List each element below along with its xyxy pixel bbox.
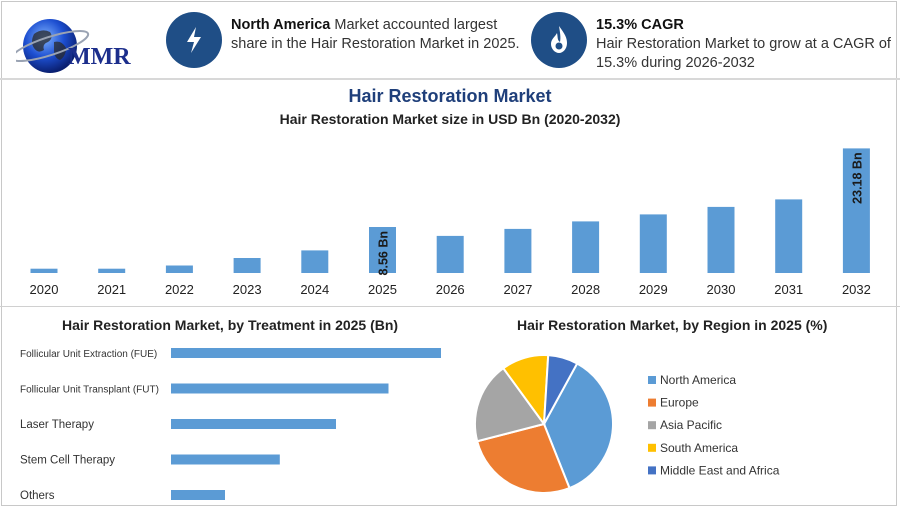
- globe-icon: [10, 19, 90, 73]
- legend-label: North America: [660, 373, 736, 387]
- info2-line1: Hair Restoration Market to grow at a CAG…: [596, 36, 891, 52]
- lightning-icon: [187, 27, 201, 53]
- x-tick-label: 2021: [97, 282, 126, 297]
- main-subtitle: Hair Restoration Market size in USD Bn (…: [279, 111, 621, 127]
- treatment-label: Others: [20, 490, 55, 502]
- legend-label: South America: [660, 441, 738, 455]
- legend-swatch: [648, 398, 656, 407]
- treatment-bar: [171, 419, 336, 429]
- legend-swatch: [648, 376, 656, 384]
- info2-bold: 15.3% CAGR: [596, 17, 684, 33]
- x-tick-label: 2022: [165, 282, 194, 297]
- legend-label: Middle East and Africa: [660, 463, 780, 477]
- info1-bold: North America: [231, 17, 331, 33]
- pie-slice: [474, 366, 546, 443]
- header-rule: [0, 78, 900, 80]
- x-tick-label: 2023: [233, 282, 262, 297]
- x-tick-label: 2027: [503, 282, 532, 297]
- logo-text: MMR: [68, 44, 131, 70]
- x-tick-label: 2029: [639, 282, 668, 297]
- pie-slice: [542, 362, 615, 490]
- flame-icon: [551, 26, 567, 53]
- x-tick-label: 2032: [842, 282, 871, 297]
- treatment-bar: [171, 490, 225, 500]
- legend-swatch: [648, 421, 656, 430]
- x-tick-label: 2025: [368, 282, 397, 297]
- data-label-2025: 8.56 Bn: [377, 231, 391, 275]
- legend-swatch: [648, 466, 656, 475]
- info2-line2: 15.3% during 2026-2032: [596, 55, 755, 71]
- x-tick-label: 2026: [436, 282, 465, 297]
- data-label-2032: 23.18 Bn: [850, 152, 864, 203]
- x-tick-label: 2028: [571, 282, 600, 297]
- x-tick-label: 2020: [30, 282, 59, 297]
- bar-2024: [301, 250, 329, 273]
- bar-2021: [98, 268, 126, 273]
- treatment-bar-chart: Follicular Unit Extraction (FUE) Follicul…: [20, 348, 441, 502]
- info1-line1: Market accounted largest: [330, 17, 498, 33]
- x-tick-label: 2024: [300, 282, 329, 297]
- treatment-bar: [171, 454, 280, 465]
- treatment-bar: [171, 348, 441, 358]
- bar-2030: [707, 206, 735, 273]
- treatment-label: Stem Cell Therapy: [20, 455, 115, 467]
- bar-2032: [842, 148, 870, 273]
- region-pie-chart: North America Europe Asia Pacific South Ame…: [474, 354, 780, 494]
- info2-badge: [531, 12, 587, 68]
- legend-swatch: [648, 443, 656, 452]
- bar-2029: [639, 214, 667, 273]
- region-chart-title: Hair Restoration Market, by Region in 20…: [517, 317, 828, 333]
- pie-slice: [543, 354, 579, 425]
- bar-2020: [30, 268, 58, 273]
- treatment-chart-title: Hair Restoration Market, by Treatment in…: [62, 317, 399, 333]
- pie-slice: [475, 422, 571, 494]
- legend-label: Europe: [660, 396, 699, 410]
- info1-badge: [166, 12, 222, 68]
- treatment-label: Follicular Unit Extraction (FUE): [20, 349, 157, 360]
- legend-label: Asia Pacific: [660, 418, 722, 432]
- section-divider: [0, 306, 900, 307]
- info2-text: 15.3% CAGR Hair Restoration Market to gr…: [596, 16, 896, 73]
- info1-text: North America Market accounted largest s…: [231, 16, 521, 54]
- bar-2022: [165, 265, 193, 273]
- bar-2028: [572, 221, 600, 273]
- mmr-logo: [10, 12, 138, 82]
- market-size-bar-chart: 2020 2021 2022 2023 2024 2025 2026 2027 2028 2029…: [30, 148, 871, 297]
- bar-2026: [436, 235, 464, 273]
- bar-2023: [233, 258, 261, 273]
- bar-2031: [775, 199, 803, 273]
- treatment-bar: [171, 383, 389, 394]
- main-title: Hair Restoration Market: [348, 86, 552, 106]
- bar-2027: [504, 228, 532, 273]
- treatment-label: Laser Therapy: [20, 419, 94, 431]
- treatment-label: Follicular Unit Transplant (FUT): [20, 385, 159, 396]
- bar-2025: [369, 227, 396, 273]
- info1-line2: share in the Hair Restoration Market in …: [231, 36, 520, 52]
- x-tick-label: 2030: [707, 282, 736, 297]
- x-tick-label: 2031: [774, 282, 803, 297]
